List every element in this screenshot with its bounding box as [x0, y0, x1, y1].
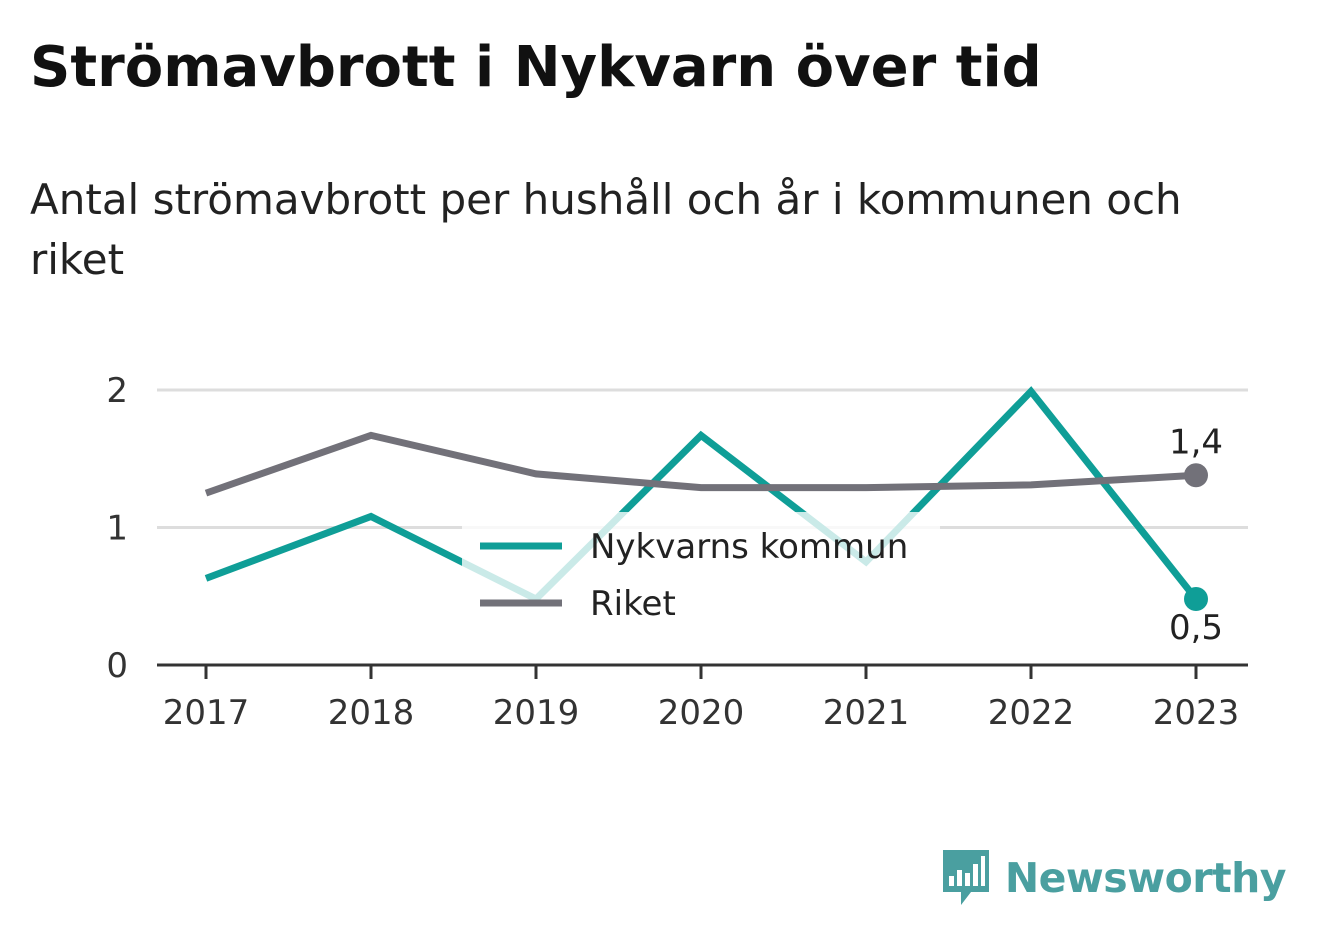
legend-background — [462, 512, 940, 634]
chart-subtitle: Antal strömavbrott per hushåll och år i … — [30, 175, 1182, 284]
x-tick-label: 2020 — [658, 693, 745, 733]
brand-name: Newsworthy — [1004, 854, 1287, 902]
newsworthy-logo: Newsworthy — [941, 848, 1287, 908]
series-line-riket — [204, 431, 1197, 497]
end-label-kommun: 0,5 — [1169, 608, 1223, 648]
y-tick-label: 2 — [106, 371, 128, 411]
y-axis-ticks: 0 1 2 — [106, 371, 128, 686]
endpoint-kommun — [1184, 587, 1208, 611]
x-tick-label: 2023 — [1153, 693, 1240, 733]
x-tick-label: 2021 — [823, 693, 910, 733]
x-tick-label: 2022 — [988, 693, 1075, 733]
end-label-riket: 1,4 — [1169, 422, 1223, 462]
legend-label-kommun: Nykvarns kommun — [590, 527, 908, 567]
x-tick-label: 2019 — [493, 693, 580, 733]
x-tick-label: 2017 — [163, 693, 250, 733]
y-tick-label: 1 — [106, 509, 128, 549]
endpoint-riket — [1184, 463, 1208, 488]
newsworthy-icon — [942, 850, 989, 905]
chart-title: Strömavbrott i Nykvarn över tid — [30, 35, 1042, 100]
y-tick-label: 0 — [106, 646, 128, 686]
x-tick-label: 2018 — [328, 693, 415, 733]
x-axis: 2017 2018 2019 2020 2021 2022 2023 — [157, 663, 1248, 733]
legend: Nykvarns kommun Riket — [462, 512, 940, 634]
series-endpoints: 0,5 1,4 — [1169, 422, 1223, 648]
legend-label-riket: Riket — [590, 584, 676, 624]
